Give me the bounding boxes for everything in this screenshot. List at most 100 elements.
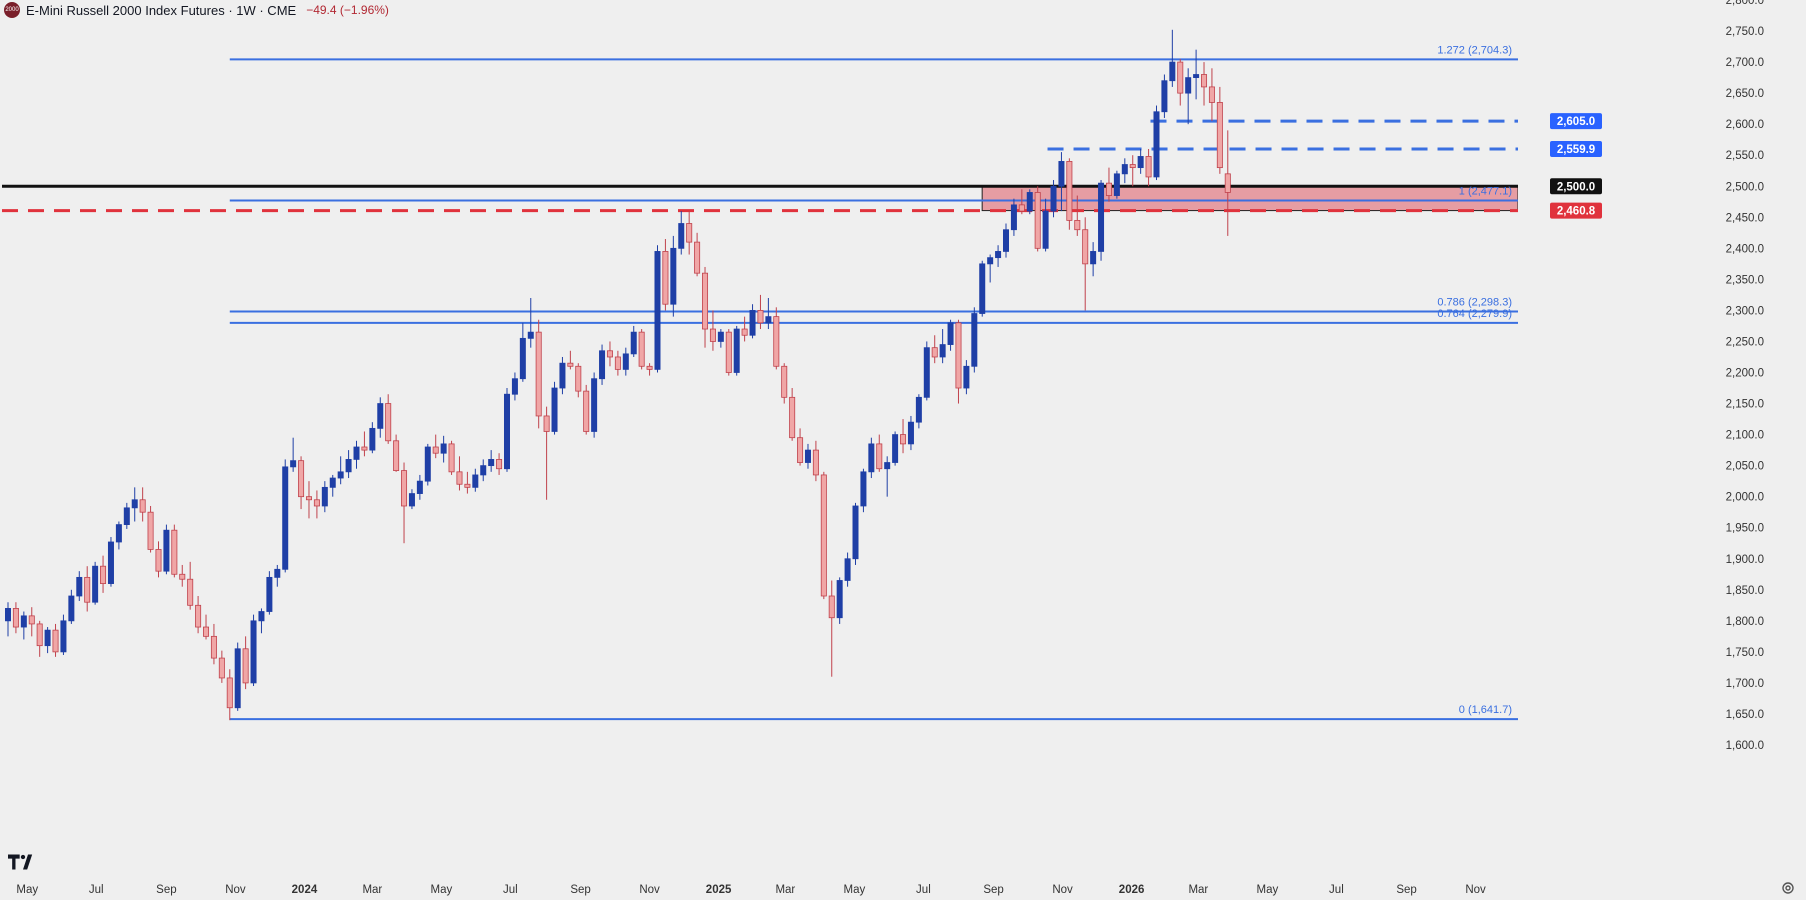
supply-zone <box>981 185 1519 212</box>
candle <box>187 561 194 610</box>
candle-body <box>393 440 400 471</box>
candle-body <box>844 558 851 581</box>
candle <box>900 419 907 454</box>
candle <box>812 440 819 482</box>
candle-body <box>955 322 962 389</box>
y-tick-label: 2,200.0 <box>1726 368 1764 380</box>
candle <box>1050 180 1057 218</box>
candle-body <box>765 316 772 324</box>
gear-icon[interactable] <box>1780 880 1796 896</box>
candle <box>337 456 344 485</box>
candle <box>749 304 756 339</box>
candle-body <box>337 471 344 479</box>
candle <box>377 397 384 438</box>
candle <box>92 561 99 605</box>
candle-body <box>702 272 709 330</box>
candle-body <box>559 362 566 389</box>
y-tick-label: 2,550.0 <box>1726 150 1764 162</box>
candle-body <box>662 251 669 305</box>
candle <box>702 266 709 348</box>
y-tick-label: 1,850.0 <box>1726 585 1764 597</box>
y-tick-label: 2,400.0 <box>1726 243 1764 255</box>
x-tick-label: Sep <box>1396 884 1416 896</box>
candle-body <box>1058 161 1065 187</box>
candle <box>820 471 827 600</box>
candle-body <box>812 449 819 476</box>
candle <box>1216 86 1223 174</box>
candle-body <box>1098 182 1105 252</box>
x-tick-label: 2024 <box>292 884 318 896</box>
candle <box>329 474 336 497</box>
candle <box>741 316 748 342</box>
candle <box>416 474 423 500</box>
candle-body <box>503 393 510 470</box>
candle <box>662 239 669 311</box>
candle <box>171 524 178 578</box>
candle-body <box>987 257 994 265</box>
candle <box>1121 158 1128 184</box>
x-tick-label: Jul <box>89 884 104 896</box>
candle-body <box>963 365 970 389</box>
candle <box>1003 223 1010 258</box>
candle-body <box>1121 164 1128 175</box>
candle-body <box>1050 185 1057 212</box>
x-tick-label: May <box>844 884 866 896</box>
candle-body <box>52 629 59 653</box>
candle <box>321 481 328 513</box>
fib-level-label: 0.786 (2,298.3) <box>1437 296 1512 308</box>
candle-body <box>1201 74 1208 88</box>
candle <box>100 555 107 593</box>
x-tick-label: May <box>1257 884 1279 896</box>
price-tag <box>1550 113 1602 130</box>
candle <box>599 344 606 385</box>
candle <box>226 669 233 721</box>
candle <box>1224 130 1231 236</box>
x-tick-label: Sep <box>570 884 590 896</box>
candle <box>432 434 439 459</box>
candle-body <box>12 608 19 628</box>
candle-body <box>1129 164 1136 169</box>
candle <box>290 437 297 472</box>
candle-body <box>551 387 558 432</box>
candle-body <box>1169 61 1176 82</box>
candle-body <box>424 446 431 482</box>
price-axis <box>1518 0 1806 900</box>
candle <box>305 481 312 519</box>
candle-body <box>733 328 740 373</box>
candle <box>876 434 883 472</box>
candle-body <box>1090 251 1097 265</box>
candle <box>907 415 914 451</box>
candle <box>155 541 162 578</box>
candle-body <box>535 331 542 417</box>
candle-body <box>709 328 716 342</box>
candle <box>646 363 653 376</box>
candle <box>868 437 875 479</box>
candle <box>1066 158 1073 230</box>
y-tick-label: 2,150.0 <box>1726 399 1764 411</box>
candle <box>519 322 526 382</box>
candle <box>250 614 257 687</box>
candle-body <box>939 344 946 358</box>
candle-body <box>123 507 130 526</box>
candle-body <box>250 620 257 684</box>
candle-body <box>670 247 677 305</box>
candle <box>670 235 677 317</box>
candle-body <box>401 470 408 507</box>
candle <box>511 372 518 401</box>
candle <box>591 372 598 438</box>
candle <box>496 453 503 475</box>
symbol-title[interactable]: E-Mini Russell 2000 Index Futures · 1W ·… <box>26 2 297 18</box>
candle-body <box>60 620 67 653</box>
candle <box>274 564 281 587</box>
candle-body <box>931 347 938 358</box>
candle-body <box>638 331 645 367</box>
candle <box>488 450 495 472</box>
candle-body <box>44 629 51 647</box>
candle-body <box>266 576 273 612</box>
price-tag-label: 2,605.0 <box>1557 116 1595 128</box>
candle-body <box>749 310 756 336</box>
candle-body <box>448 443 455 473</box>
candle <box>76 571 83 601</box>
candle <box>1074 195 1081 236</box>
